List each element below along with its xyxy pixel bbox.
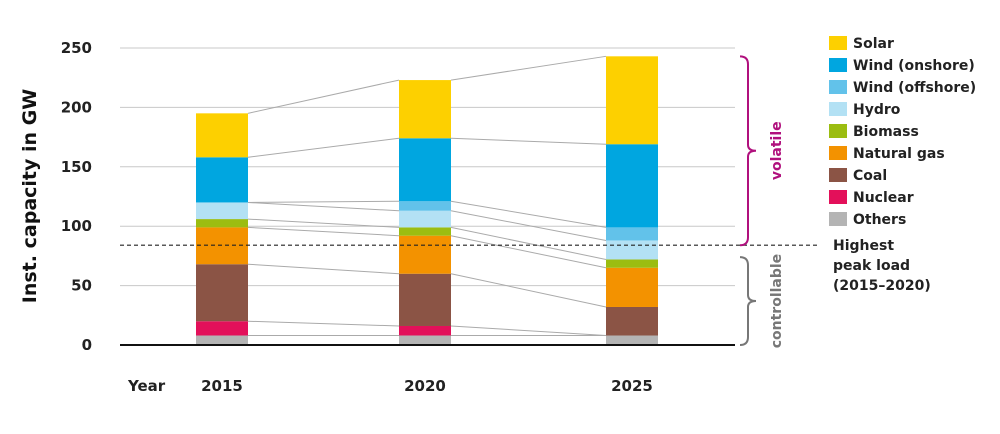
legend-swatch [829, 80, 847, 94]
bar-segment [399, 210, 451, 228]
bar-segment [606, 259, 658, 268]
bars [196, 56, 658, 345]
connector-line [247, 201, 400, 212]
connector-line [450, 226, 607, 260]
bracket-label: volatile [769, 121, 785, 180]
bar-segment [399, 235, 451, 274]
legend-label: Hydro [853, 102, 901, 118]
bracket-label: controllable [769, 254, 785, 348]
connector-lines [247, 55, 607, 336]
bar-segment [196, 219, 248, 228]
bar-segment [606, 240, 658, 260]
y-tick-label: 50 [71, 277, 92, 295]
connector-line [247, 320, 400, 327]
y-tick-label: 100 [61, 217, 92, 235]
legend-swatch [829, 58, 847, 72]
bar-segment [196, 335, 248, 345]
legend-label: Wind (onshore) [853, 58, 975, 74]
peak-load-line: Highest peak load (2015–2020) [120, 238, 931, 294]
connector-line [247, 79, 400, 114]
x-tick-label: 2020 [404, 377, 446, 395]
legend-label: Wind (offshore) [853, 80, 976, 96]
bar-segment [196, 113, 248, 158]
x-tick-labels: 2015 2020 2025 [201, 377, 653, 395]
connector-line [247, 263, 400, 275]
brackets: volatile controllable [739, 55, 785, 348]
legend-label: Nuclear [853, 190, 914, 206]
legend-label: Others [853, 212, 906, 228]
legend-swatch [829, 190, 847, 204]
bar-segment [606, 144, 658, 228]
y-axis-label: Inst. capacity in GW [19, 89, 41, 303]
bracket [739, 256, 757, 346]
y-tick-label: 250 [61, 39, 92, 57]
bar-segment [399, 227, 451, 236]
bar-segment [606, 335, 658, 345]
connector-line [247, 218, 400, 228]
legend-swatch [829, 146, 847, 160]
bar-segment [196, 321, 248, 336]
reference-label: Highest [833, 238, 894, 254]
x-axis-label: Year [127, 377, 166, 395]
bar-segment [399, 138, 451, 202]
y-tick-labels: 0 50 100 150 200 250 [61, 39, 92, 354]
connector-line [450, 200, 607, 228]
connector-line [247, 226, 400, 237]
legend-label: Solar [853, 36, 894, 52]
bar-segment [399, 335, 451, 345]
bar-segment [606, 56, 658, 145]
x-tick-label: 2025 [611, 377, 653, 395]
legend-swatch [829, 212, 847, 226]
legend-swatch [829, 124, 847, 138]
reference-label: (2015–2020) [833, 278, 931, 294]
legend-label: Biomass [853, 124, 919, 140]
connector-line [450, 55, 607, 81]
x-tick-label: 2015 [201, 377, 243, 395]
bar-segment [606, 267, 658, 307]
y-tick-label: 200 [61, 98, 92, 116]
reference-label: peak load [833, 258, 910, 274]
bar-segment [196, 157, 248, 203]
connector-line [450, 210, 607, 241]
bar-segment [399, 273, 451, 326]
connector-line [450, 325, 607, 336]
legend-label: Natural gas [853, 146, 945, 162]
connector-line [450, 235, 607, 269]
y-tick-label: 0 [82, 336, 92, 354]
connector-line [247, 137, 400, 158]
legend-swatch [829, 102, 847, 116]
connector-line [450, 137, 607, 145]
bar-segment [606, 306, 658, 336]
y-tick-label: 150 [61, 158, 92, 176]
bar-segment [606, 227, 658, 241]
legend-swatch [829, 36, 847, 50]
connector-line [247, 200, 400, 203]
bar-segment [196, 264, 248, 322]
bar-segment [399, 201, 451, 211]
legend-label: Coal [853, 168, 887, 184]
legend-swatch [829, 168, 847, 182]
bar-segment [399, 325, 451, 336]
bracket [739, 55, 757, 247]
connector-line [450, 273, 607, 308]
bar-segment [196, 202, 248, 220]
bar-segment [399, 80, 451, 139]
legend: Solar Wind (onshore) Wind (offshore) Hydro B… [829, 36, 976, 228]
